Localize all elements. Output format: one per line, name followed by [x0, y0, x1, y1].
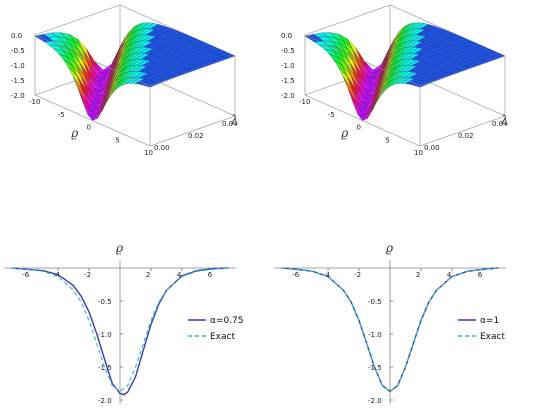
y-tick-label: -1.0: [98, 331, 112, 339]
y-tick-label: 0.04: [492, 120, 508, 128]
box-edge: [149, 115, 236, 147]
x-tick-label: 6: [208, 271, 213, 279]
x-axis-label: ϱ: [116, 241, 123, 255]
x-axis-label: ϱ: [341, 126, 348, 140]
x-tick-label: -5: [328, 111, 335, 119]
surface-patch: [414, 81, 429, 88]
z-tick-label: -2.0: [281, 92, 295, 100]
box-edge: [419, 115, 506, 147]
series-line-0: [281, 267, 499, 393]
x-tick-label: -2: [354, 271, 361, 279]
x-tick-label: -2: [84, 271, 91, 279]
z-tick-label: -1.0: [281, 62, 295, 70]
box-edge: [34, 4, 121, 36]
y-tick-label: -2.0: [368, 397, 382, 405]
x-tick-label: 0: [87, 124, 91, 132]
x-tick-label: 4: [177, 271, 182, 279]
y-tick-label: -0.5: [98, 298, 112, 306]
z-tick-label: -1.5: [11, 77, 25, 85]
surface-plot-0: -10 -5 0 5 100.00 0.02 0.04 0.0 -0.5 -1.0 -1.5 -2.0…: [11, 4, 239, 157]
x-tick-label: 2: [146, 271, 150, 279]
y-tick-label: -1.5: [98, 364, 112, 372]
z-tick-label: -0.5: [281, 47, 295, 55]
x-tick-label: 5: [385, 136, 389, 144]
z-tick-label: -1.0: [11, 62, 25, 70]
surface-patch: [144, 81, 159, 88]
z-tick-label: -0.5: [11, 47, 25, 55]
y-tick-label: 0.00: [424, 144, 440, 152]
x-tick-label: 4: [447, 271, 452, 279]
z-tick-label: 0.0: [281, 32, 292, 40]
y-axis-label: λ: [500, 113, 509, 127]
y-tick-label: 0.02: [188, 132, 204, 140]
box-edge: [34, 34, 151, 87]
box-edge: [419, 55, 506, 87]
x-axis-label: ϱ: [71, 126, 78, 140]
x-tick-label: -4: [323, 271, 331, 279]
y-tick-label: 0.04: [222, 120, 238, 128]
y-tick-label: 0.02: [458, 132, 474, 140]
x-tick-label: -6: [22, 271, 30, 279]
x-tick-label: 10: [414, 149, 423, 157]
z-tick-label: 0.0: [11, 32, 22, 40]
box-edge: [304, 34, 421, 87]
legend-label: α=1: [480, 316, 499, 326]
x-tick-label: 6: [478, 271, 483, 279]
y-tick-label: -0.5: [368, 298, 382, 306]
y-tick-label: 0.00: [154, 144, 170, 152]
surface-mesh: [304, 22, 506, 121]
z-tick-label: -2.0: [11, 92, 25, 100]
box-edge: [149, 55, 236, 87]
x-tick-label: -5: [58, 111, 65, 119]
legend-label: Exact: [480, 332, 505, 342]
x-tick-label: -10: [299, 98, 310, 106]
z-tick-label: -1.5: [281, 77, 295, 85]
x-tick-label: 0: [357, 124, 361, 132]
x-tick-label: -6: [292, 271, 300, 279]
legend-label: α=0.75: [210, 316, 244, 326]
box-edge: [304, 4, 391, 36]
surface-mesh: [34, 22, 236, 121]
surface-plot-1: -10 -5 0 5 100.00 0.02 0.04 0.0 -0.5 -1.0 -1.5 -2.0…: [281, 4, 509, 157]
x-tick-label: 5: [115, 136, 119, 144]
legend-label: Exact: [210, 332, 235, 342]
x-tick-label: 2: [416, 271, 420, 279]
y-tick-label: -1.0: [368, 331, 382, 339]
y-axis-label: λ: [230, 113, 239, 127]
y-tick-label: -2.0: [98, 397, 112, 405]
x-axis-label: ϱ: [386, 241, 393, 255]
x-tick-label: -10: [29, 98, 40, 106]
x-tick-label: 10: [144, 149, 153, 157]
